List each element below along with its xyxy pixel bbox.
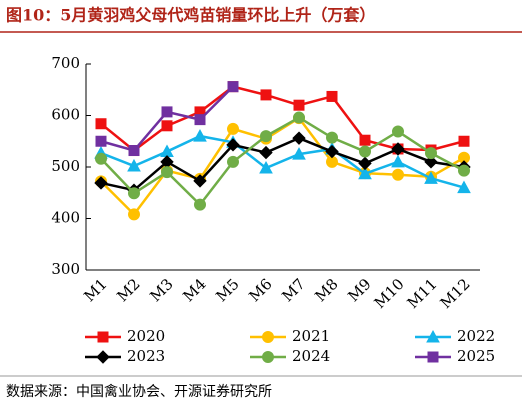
- series-line: [100, 116, 465, 207]
- legend-label: 2023: [127, 347, 165, 365]
- series-line: [100, 134, 465, 189]
- point: [293, 99, 305, 111]
- point: [359, 145, 371, 158]
- point: [95, 118, 107, 130]
- x-tick-label: M5: [212, 275, 242, 305]
- point: [358, 156, 372, 171]
- x-tick-label: M4: [179, 275, 209, 305]
- y-tick-label: 700: [51, 54, 80, 72]
- point: [127, 158, 141, 172]
- point: [260, 89, 272, 101]
- legend-marker: [262, 351, 274, 363]
- point: [458, 164, 470, 177]
- series-line: [100, 136, 465, 192]
- point: [226, 138, 240, 152]
- point: [95, 152, 107, 165]
- point: [161, 120, 173, 132]
- point: [160, 144, 174, 158]
- point: [194, 198, 206, 211]
- legend-label: 2024: [292, 347, 330, 365]
- point: [293, 111, 305, 124]
- point: [193, 174, 207, 188]
- point: [161, 166, 173, 179]
- point: [292, 131, 306, 145]
- point: [325, 144, 339, 159]
- x-tick-label: M9: [344, 275, 374, 305]
- legend-label: 2022: [457, 327, 495, 345]
- point: [260, 130, 272, 143]
- point: [359, 134, 371, 146]
- y-tick-label: 400: [51, 209, 80, 227]
- point: [425, 147, 437, 160]
- x-tick-label: M8: [311, 275, 341, 305]
- point: [424, 171, 438, 184]
- x-tick-label: M7: [278, 275, 308, 305]
- point: [458, 135, 470, 147]
- point: [227, 122, 239, 135]
- point: [193, 129, 207, 142]
- x-tick-label: M6: [245, 275, 275, 305]
- point: [391, 154, 405, 168]
- point: [358, 166, 372, 180]
- point: [194, 114, 206, 126]
- source: 数据来源：中国禽业协会、开源证券研究所: [6, 383, 272, 400]
- x-tick-label: M10: [371, 275, 408, 312]
- x-tick-label: M11: [404, 275, 441, 312]
- legend-label: 2025: [457, 347, 495, 365]
- legend-marker: [426, 329, 440, 343]
- point: [392, 168, 404, 181]
- x-tick-label: M2: [113, 275, 143, 305]
- legend-marker: [96, 350, 110, 364]
- point: [326, 131, 338, 144]
- point: [391, 142, 405, 156]
- point: [392, 125, 404, 138]
- point: [259, 145, 273, 160]
- x-tick-label: M1: [80, 275, 110, 305]
- legend-label: 2020: [127, 327, 165, 345]
- point: [292, 147, 306, 160]
- point: [128, 145, 140, 157]
- point: [424, 155, 438, 169]
- point: [128, 208, 140, 221]
- legend-label: 2021: [292, 327, 330, 345]
- point: [128, 187, 140, 200]
- point: [95, 135, 107, 147]
- x-tick-label: M3: [146, 275, 176, 305]
- y-tick-label: 600: [51, 106, 80, 124]
- point: [227, 81, 239, 93]
- y-tick-label: 300: [51, 260, 80, 278]
- legend-marker: [97, 331, 109, 343]
- chart-title: 图10：5月黄羽鸡父母代鸡苗销量环比上升（万套）: [6, 6, 375, 25]
- x-tick-label: M12: [437, 275, 474, 312]
- point: [259, 160, 273, 174]
- legend-marker: [262, 331, 274, 343]
- point: [457, 180, 471, 194]
- point: [227, 155, 239, 168]
- y-tick-label: 500: [51, 157, 80, 175]
- point: [94, 176, 108, 190]
- series-line: [100, 85, 465, 153]
- point: [326, 90, 338, 102]
- legend-marker: [427, 351, 439, 363]
- point: [161, 106, 173, 118]
